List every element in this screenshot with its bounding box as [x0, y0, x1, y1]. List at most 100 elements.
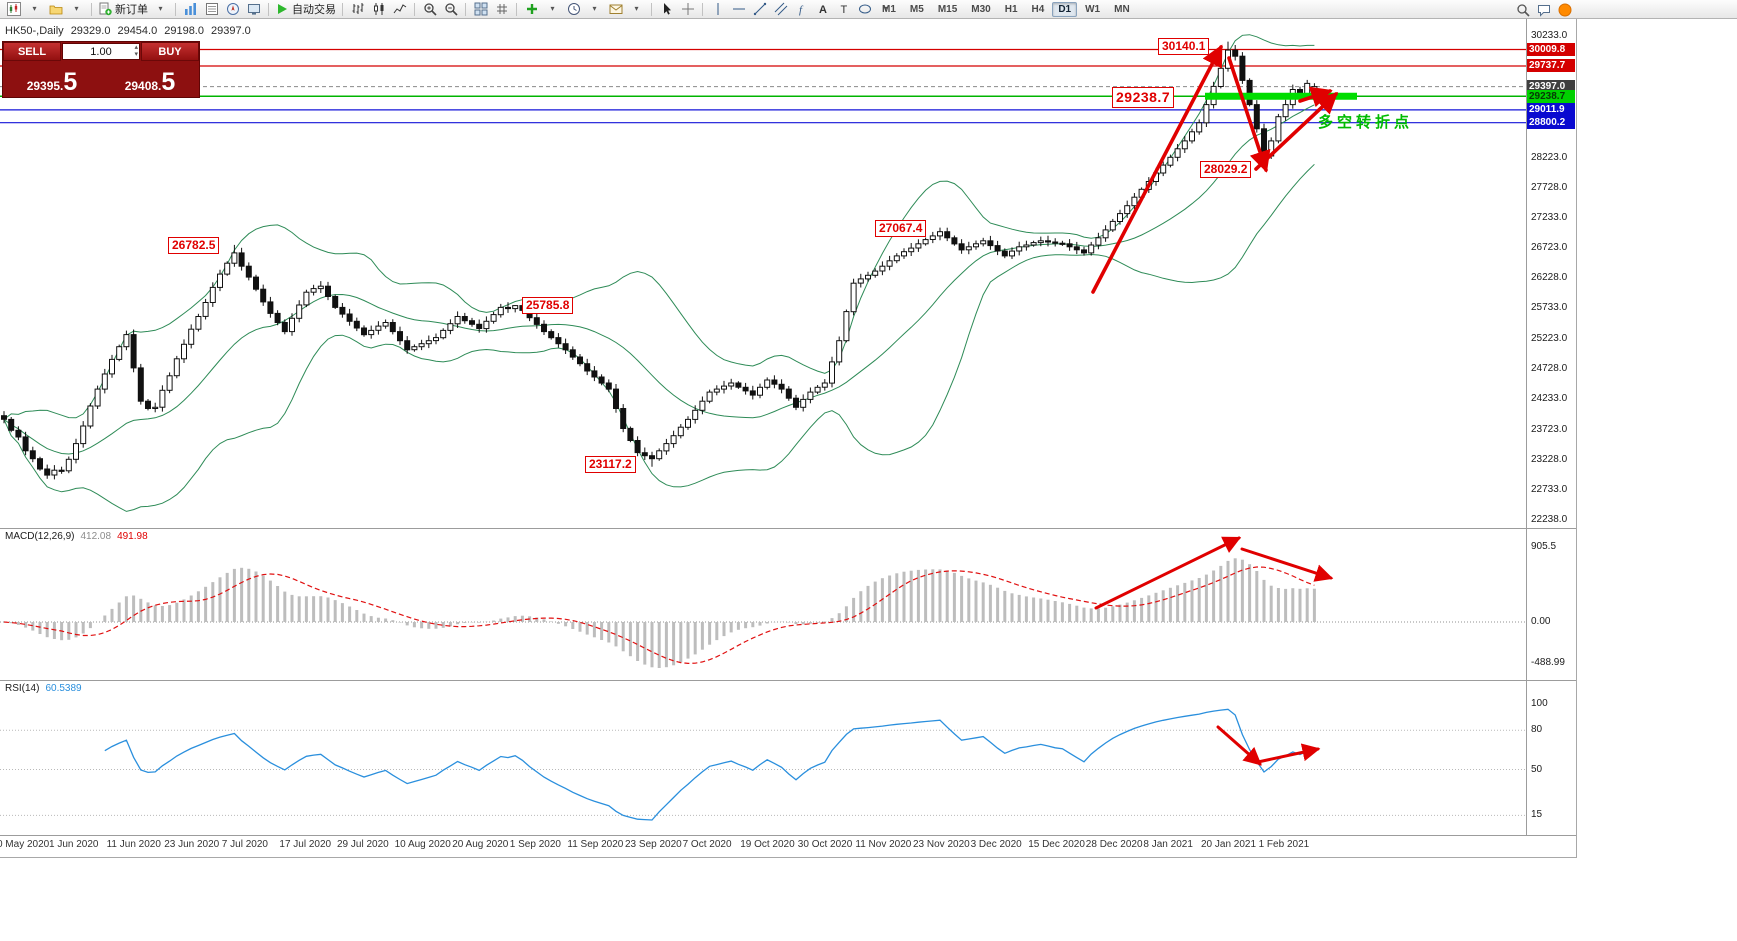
timeframe-button-w1[interactable]: W1 [1085, 4, 1101, 15]
indicators-button[interactable] [522, 0, 541, 19]
zoom-out-button[interactable] [441, 0, 460, 19]
ohlc-open: 29329.0 [70, 25, 111, 37]
toolbar-separator [91, 2, 92, 16]
horizontal-line-button[interactable] [729, 0, 748, 19]
time-axis-label: 15 Dec 2020 [1028, 839, 1085, 850]
shapes-button[interactable] [855, 0, 874, 19]
trendline-button[interactable] [750, 0, 769, 19]
navigator-button[interactable] [223, 0, 242, 19]
templates-button[interactable] [606, 0, 625, 19]
price-axis-badge: 30009.8 [1527, 43, 1575, 57]
buy-button[interactable]: BUY [141, 42, 199, 61]
volume-down-button[interactable]: ▾ [134, 51, 138, 58]
time-axis-label: 10 Aug 2020 [394, 839, 451, 850]
svg-text:f: f [799, 4, 804, 16]
new-order-button[interactable]: 新订单 [97, 0, 149, 19]
text-button[interactable]: A [813, 0, 832, 19]
turning-point-annotation[interactable]: 多空转折点 [1318, 114, 1414, 131]
line-chart-button[interactable] [390, 0, 409, 19]
time-axis-label: 8 Jan 2021 [1143, 839, 1193, 850]
timeframe-button-m30[interactable]: M30 [971, 4, 991, 15]
periods-dropdown[interactable]: ▾ [592, 4, 597, 13]
symbol-ohlc-info: HK50-,Daily 29329.0 29454.0 29198.0 29397.0 [5, 25, 258, 37]
chart-window: HK50-,Daily 29329.0 29454.0 29198.0 29397.0 … [0, 19, 1577, 858]
cursor-button[interactable] [657, 0, 676, 19]
timeframe-button-m15[interactable]: M15 [937, 4, 958, 15]
chart-canvas [0, 19, 1576, 836]
price-annotation-label[interactable]: 26782.5 [168, 237, 220, 254]
timeframe-button-m5[interactable]: M5 [909, 4, 924, 15]
toolbar-separator [342, 2, 343, 16]
tile-windows-button[interactable] [471, 0, 490, 19]
price-annotation-label[interactable]: 30140.1 [1158, 38, 1210, 55]
volume-up-button[interactable]: ▴ [134, 44, 138, 51]
sell-button[interactable]: SELL [3, 42, 61, 61]
price-annotation-label[interactable]: 23117.2 [585, 456, 636, 473]
fibonacci-button[interactable]: f [792, 0, 811, 19]
price-annotation-label[interactable]: 28029.2 [1200, 161, 1252, 178]
volume-input[interactable]: 1.00 ▴ ▾ [62, 43, 140, 60]
volume-value: 1.00 [90, 45, 112, 58]
time-axis-label: 28 Dec 2020 [1085, 839, 1143, 850]
trend-arrows-rsi[interactable] [1216, 725, 1321, 766]
time-axis-label: 11 Jun 2020 [106, 839, 161, 850]
time-axis-label: 23 Jun 2020 [164, 839, 220, 850]
timeframe-button-mn[interactable]: MN [1114, 4, 1130, 15]
price-axis-badge: 28800.2 [1527, 116, 1575, 130]
shapes-dropdown[interactable]: ▾ [883, 4, 888, 13]
right-empty-workspace [1577, 19, 1737, 941]
candlestick-chart-button[interactable] [369, 0, 388, 19]
trend-arrows-main[interactable] [1091, 44, 1339, 294]
chat-button[interactable] [1534, 0, 1553, 19]
profiles-dropdown[interactable]: ▾ [74, 4, 79, 13]
volume-spinner: ▴ ▾ [134, 44, 138, 58]
trend-arrows-macd[interactable] [1094, 536, 1334, 610]
zoom-in-button[interactable] [420, 0, 439, 19]
time-axis-label: 1 Feb 2021 [1258, 839, 1310, 850]
time-axis-label: 29 Jul 2020 [337, 839, 389, 850]
new-chart-dropdown[interactable]: ▾ [32, 4, 37, 13]
time-axis-label: 11 Sep 2020 [567, 839, 624, 850]
timeframe-button-h1[interactable]: H1 [1004, 4, 1018, 15]
panel-separators[interactable] [0, 19, 1576, 836]
search-button[interactable] [1513, 0, 1532, 19]
timeframe-button-d1[interactable]: D1 [1052, 2, 1078, 17]
time-axis-label: 11 Nov 2020 [855, 839, 912, 850]
templates-dropdown[interactable]: ▾ [634, 4, 639, 13]
new-order-dropdown[interactable]: ▾ [158, 4, 163, 13]
price-axis-tick: 26723.0 [1531, 242, 1568, 254]
price-annotation-label[interactable]: 29238.7 [1112, 87, 1175, 108]
autotrading-button[interactable]: 自动交易 [274, 0, 337, 19]
horizontal-level-lines[interactable] [0, 48, 1526, 124]
market-watch-button[interactable] [181, 0, 200, 19]
macd-main-value: 412.08 [80, 531, 112, 542]
new-chart-button[interactable] [4, 0, 23, 19]
text-label-button[interactable]: T [834, 0, 853, 19]
vertical-line-button[interactable] [708, 0, 727, 19]
timeframe-button-h4[interactable]: H4 [1031, 4, 1045, 15]
price-axis-tick: 22733.0 [1531, 484, 1568, 495]
price-annotation-label[interactable]: 27067.4 [875, 220, 927, 237]
time-axis-label: 23 Nov 2020 [913, 839, 970, 850]
ohlc-low: 29198.0 [164, 25, 204, 37]
timeframe-toolbar: M1 M5 M15 M30 H1 H4 D1 W1 MN [875, 1, 1137, 18]
crosshair-button[interactable] [678, 0, 697, 19]
bottom-empty-workspace [0, 858, 1576, 941]
time-axis-label: 3 Dec 2020 [970, 839, 1022, 850]
notification-badge[interactable] [1555, 0, 1574, 19]
periods-button[interactable] [564, 0, 583, 19]
toolbar-left-groups: ▾ ▾ 新订单 ▾ 自动交易 ▾ ▾ ▾ f A T ▾ [3, 0, 896, 19]
price-axis-tick: 30233.0 [1531, 30, 1568, 41]
rsi-label: RSI(14) [5, 683, 40, 694]
price-axis-tick: 26228.0 [1531, 272, 1568, 284]
profiles-button[interactable] [46, 0, 65, 19]
channel-button[interactable] [771, 0, 790, 19]
auto-arrange-button[interactable] [492, 0, 511, 19]
timeframe-button-m1[interactable]: M1 [882, 4, 896, 15]
data-window-button[interactable] [202, 0, 221, 19]
terminal-button[interactable] [244, 0, 263, 19]
indicators-dropdown[interactable]: ▾ [550, 4, 555, 13]
price-annotation-label[interactable]: 25785.8 [522, 297, 574, 314]
bar-chart-button[interactable] [348, 0, 367, 19]
toolbar-separator [175, 2, 176, 16]
